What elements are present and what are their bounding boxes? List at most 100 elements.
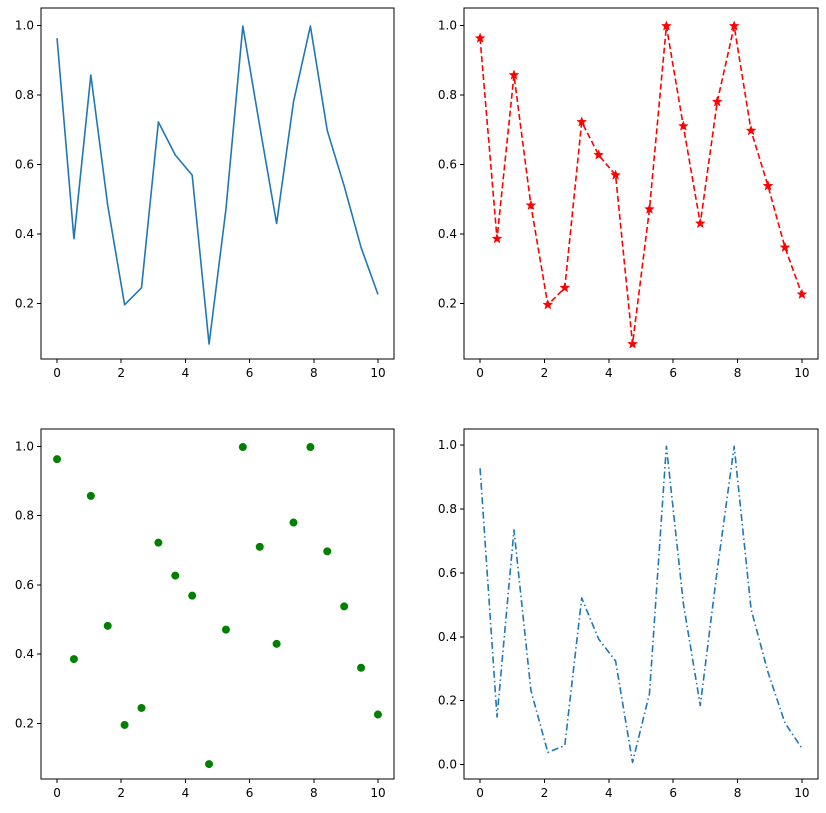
data-point-star — [694, 217, 706, 229]
x-tick-label: 0 — [476, 366, 484, 380]
y-tick-label: 0.6 — [15, 578, 34, 592]
x-tick-label: 2 — [117, 366, 125, 380]
x-tick-label: 8 — [310, 786, 318, 800]
x-tick-label: 8 — [734, 366, 742, 380]
subplot-top-right: 0 2 4 6 8 10 0.2 0.4 0.6 0.8 1.0 — [438, 7, 819, 380]
x-tick-label: 10 — [794, 366, 809, 380]
x-tick-label: 2 — [541, 786, 549, 800]
x-tick-label: 6 — [669, 786, 677, 800]
y-tick-label: 0.0 — [438, 758, 457, 772]
y-tick-label: 0.2 — [438, 296, 457, 310]
y-tick-label: 1.0 — [438, 18, 457, 32]
data-point-star — [660, 20, 672, 31]
x-tick-label: 0 — [53, 786, 61, 800]
data-point — [103, 621, 112, 630]
data-point — [238, 443, 247, 452]
data-point-star — [762, 180, 774, 191]
data-point-star — [508, 69, 520, 80]
series-top-right-0 — [474, 20, 808, 349]
data-point — [357, 663, 366, 672]
data-point — [205, 760, 214, 769]
y-tick-label: 0.4 — [438, 227, 457, 241]
y-tick-label: 0.2 — [15, 717, 34, 731]
axes-frame — [40, 7, 395, 360]
y-tick-label: 0.8 — [438, 88, 457, 102]
x-tick-label: 0 — [53, 366, 61, 380]
data-point-star — [796, 288, 808, 299]
x-tick-label: 4 — [182, 366, 190, 380]
data-point — [154, 538, 163, 547]
series-bottom-right-0 — [479, 445, 803, 764]
data-point — [340, 602, 349, 611]
axes-frame — [463, 428, 819, 780]
x-tick-label: 4 — [605, 786, 613, 800]
y-tick-label: 0.2 — [438, 694, 457, 708]
data-point — [171, 571, 180, 580]
y-tick-label: 1.0 — [15, 439, 34, 453]
data-point-star — [525, 199, 537, 211]
series-line — [56, 25, 379, 345]
x-tick-label: 0 — [476, 786, 484, 800]
data-point-star — [728, 20, 740, 31]
x-tick-label: 6 — [246, 366, 254, 380]
data-point — [289, 518, 298, 527]
data-point-star — [711, 96, 723, 107]
y-tick-label: 0.8 — [438, 502, 457, 516]
y-tick-label: 0.6 — [15, 157, 34, 171]
data-point — [323, 547, 332, 556]
series-top-left-0 — [56, 25, 379, 345]
y-tick-label: 0.4 — [15, 227, 34, 241]
series-line — [479, 445, 803, 764]
y-tick-label: 0.4 — [15, 647, 34, 661]
data-point — [306, 443, 315, 452]
subplot-bottom-left: 0 2 4 6 8 10 0.2 0.4 0.6 0.8 1.0 — [15, 428, 395, 800]
data-point-star — [576, 116, 588, 127]
data-point — [255, 542, 264, 551]
x-tick-label: 2 — [117, 786, 125, 800]
x-tick-label: 10 — [370, 366, 385, 380]
axes-frame — [463, 7, 819, 360]
data-point-star — [593, 149, 605, 160]
x-tick-label: 10 — [370, 786, 385, 800]
y-tick-label: 0.4 — [438, 630, 457, 644]
y-tick-label: 0.8 — [15, 509, 34, 523]
data-point — [69, 655, 78, 664]
data-point — [86, 491, 95, 500]
x-tick-label: 2 — [541, 366, 549, 380]
data-point — [221, 625, 230, 634]
subplot-bottom-right: 0 2 4 6 8 10 0.0 0.2 0.4 0.6 0.8 1.0 — [438, 428, 819, 800]
data-point — [53, 455, 62, 464]
series-line — [479, 25, 803, 345]
data-point-star — [677, 120, 689, 131]
subplot-top-left: 0 2 4 6 8 10 0.2 0.4 0.6 0.8 1.0 — [15, 7, 395, 380]
data-point-star — [745, 124, 757, 136]
y-tick-label: 1.0 — [438, 438, 457, 452]
y-tick-label: 1.0 — [15, 18, 34, 32]
data-point-star — [610, 169, 622, 180]
series-bottom-left-0 — [53, 443, 382, 769]
x-tick-label: 10 — [794, 786, 809, 800]
data-point-star — [559, 282, 571, 293]
x-tick-label: 8 — [310, 366, 318, 380]
y-tick-label: 0.6 — [438, 157, 457, 171]
data-point — [373, 710, 382, 719]
data-point-star — [542, 299, 554, 310]
data-point — [272, 639, 281, 648]
data-point — [120, 720, 129, 729]
x-tick-label: 4 — [605, 366, 613, 380]
data-point-star — [491, 233, 503, 244]
x-tick-label: 6 — [246, 786, 254, 800]
data-point — [137, 703, 146, 712]
x-tick-label: 6 — [669, 366, 677, 380]
data-point-star — [474, 32, 486, 43]
y-tick-label: 0.8 — [15, 88, 34, 102]
data-point — [188, 591, 197, 600]
data-point-star — [779, 241, 791, 253]
axes-frame — [40, 428, 395, 780]
data-point-star — [627, 338, 638, 349]
x-tick-label: 4 — [182, 786, 190, 800]
x-tick-label: 8 — [734, 786, 742, 800]
y-tick-label: 0.2 — [15, 296, 34, 310]
